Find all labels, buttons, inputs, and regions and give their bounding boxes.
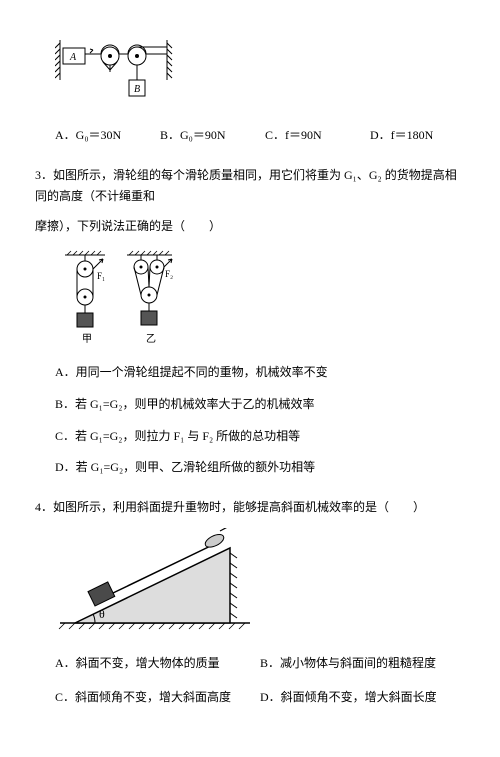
svg-text:乙: 乙 bbox=[146, 333, 156, 345]
q4-option-d: D．斜面倾角不变，增大斜面长度 bbox=[260, 687, 465, 709]
svg-text:甲: 甲 bbox=[82, 334, 92, 345]
q4-option-a: A．斜面不变，增大物体的质量 bbox=[55, 653, 260, 675]
q4-number: 4． bbox=[35, 500, 53, 514]
svg-text:θ: θ bbox=[99, 607, 105, 621]
q4-option-b: B．减小物体与斜面间的粗糙程度 bbox=[260, 653, 465, 675]
q3-option-a: A．用同一个滑轮组提起不同的重物，机械效率不变 bbox=[55, 362, 465, 384]
q3-option-c: C．若 G₁=G₂，则拉力 F₁ 与 F₂ 所做的总功相等 bbox=[55, 426, 465, 448]
q3-option-d: D．若 G₁=G₂，则甲、乙滑轮组所做的额外功相等 bbox=[55, 457, 465, 479]
svg-text:F₁: F₁ bbox=[97, 271, 105, 281]
q3-text: 3．如图所示，滑轮组的每个滑轮质量相同，用它们将重为 G₁、G₂ 的货物提高相同… bbox=[35, 165, 465, 208]
q2-option-d: D．f＝180N bbox=[370, 125, 465, 147]
q3-pulley-svg: F₁ 甲 bbox=[55, 247, 185, 347]
q3-figure: F₁ 甲 bbox=[55, 247, 465, 347]
q4-option-c: C．斜面倾角不变，增大斜面高度 bbox=[55, 687, 260, 709]
q4-text: 4．如图所示，利用斜面提升重物时，能够提高斜面机械效率的是（ ） bbox=[35, 497, 465, 519]
svg-text:B: B bbox=[134, 84, 140, 95]
q2-figure: A B bbox=[55, 40, 465, 110]
q3-number: 3． bbox=[35, 168, 53, 182]
svg-text:A: A bbox=[69, 52, 77, 63]
q2-option-c: C．f＝90N bbox=[265, 125, 360, 147]
svg-text:F₂: F₂ bbox=[165, 269, 173, 279]
q4-options: A．斜面不变，增大物体的质量 B．减小物体与斜面间的粗糙程度 C．斜面倾角不变，… bbox=[55, 653, 465, 708]
q4-incline-svg: θ bbox=[55, 528, 255, 638]
q2-options: A．G₀＝30N B．G₀＝90N C．f＝90N D．f＝180N bbox=[55, 125, 465, 147]
q4-stem: 如图所示，利用斜面提升重物时，能够提高斜面机械效率的是（ ） bbox=[53, 500, 425, 514]
q3-line1: 如图所示，滑轮组的每个滑轮质量相同，用它们将重为 G₁、G₂ 的货物提高相同的高… bbox=[35, 168, 457, 204]
q3-line2: 摩擦），下列说法正确的是（ ） bbox=[35, 216, 465, 238]
q4-figure: θ bbox=[55, 528, 465, 638]
q3-option-b: B．若 G₁=G₂，则甲的机械效率大于乙的机械效率 bbox=[55, 394, 465, 416]
q2-option-b: B．G₀＝90N bbox=[160, 125, 255, 147]
q3-options: A．用同一个滑轮组提起不同的重物，机械效率不变 B．若 G₁=G₂，则甲的机械效… bbox=[55, 362, 465, 478]
q2-pulley-svg: A B bbox=[55, 40, 185, 110]
q2-option-a: A．G₀＝30N bbox=[55, 125, 150, 147]
